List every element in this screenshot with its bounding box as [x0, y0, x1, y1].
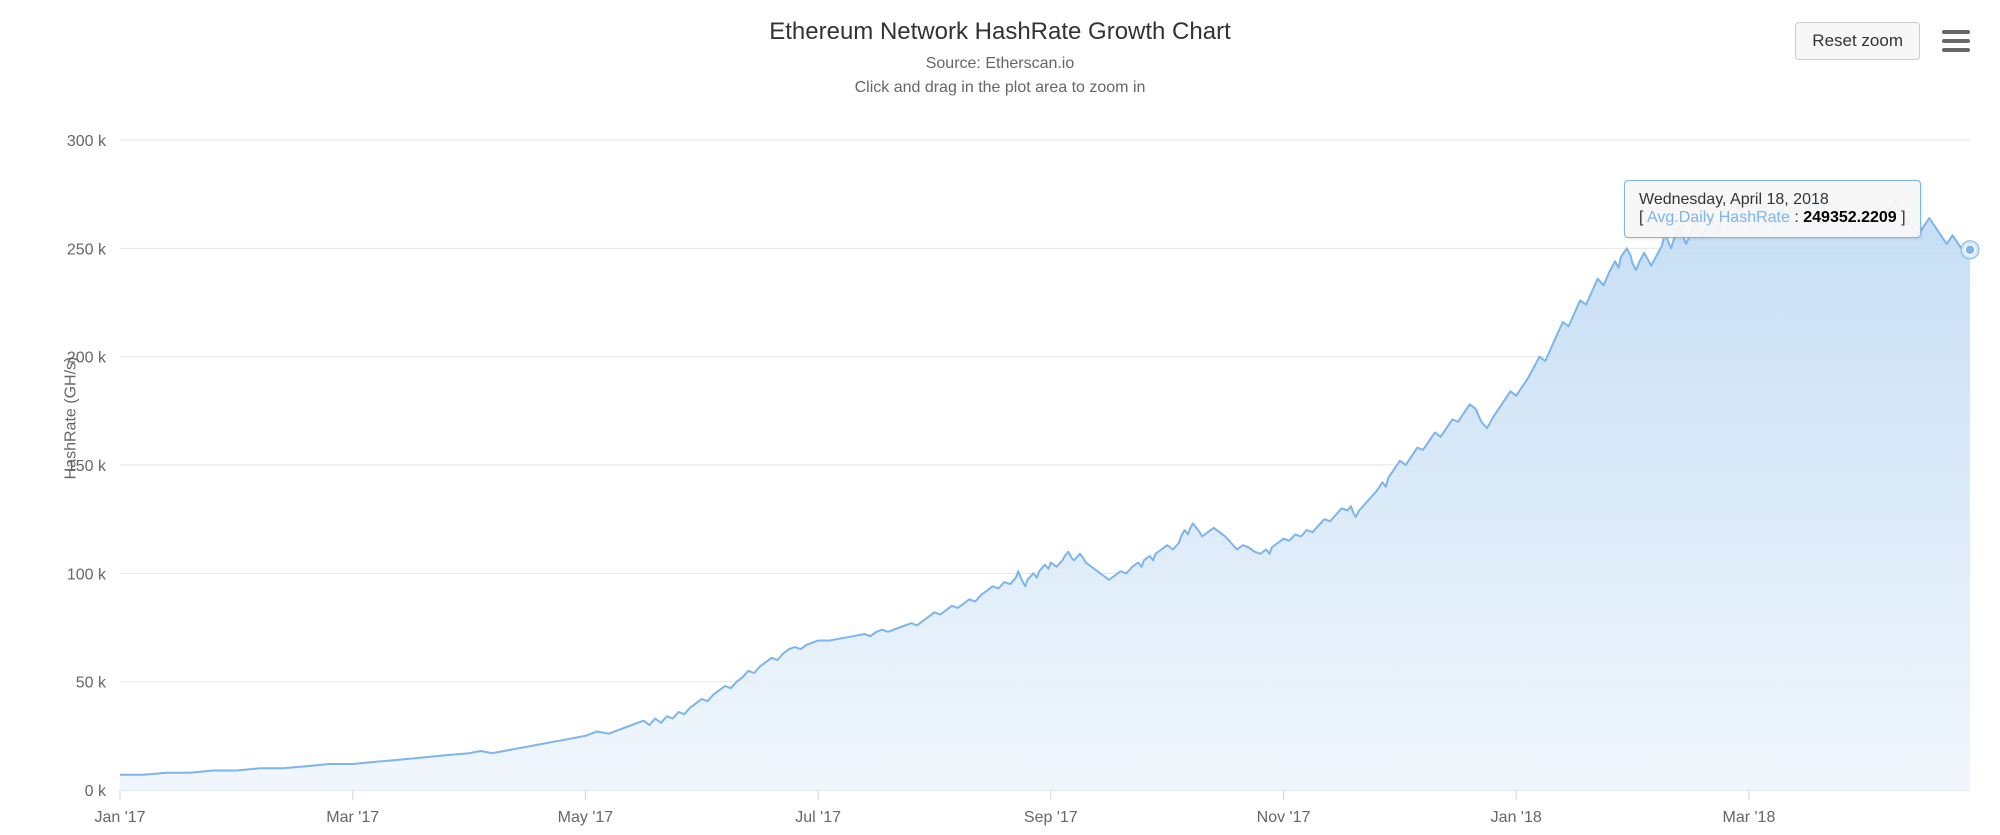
x-tick-label: Jan '17 — [94, 809, 145, 826]
chart-tooltip: Wednesday, April 18, 2018 [ Avg.Daily Ha… — [1624, 180, 1921, 238]
x-tick-label: Jul '17 — [795, 809, 841, 826]
x-tick-label: Sep '17 — [1024, 809, 1078, 826]
x-tick-label: May '17 — [558, 809, 614, 826]
x-tick-label: Nov '17 — [1257, 809, 1311, 826]
area-series-fill — [120, 201, 1970, 790]
tooltip-date: Wednesday, April 18, 2018 — [1639, 191, 1906, 209]
plot-area[interactable]: 0 k 50 k 100 k 150 k 200 k 250 k 300 k Jan '17 M… — [0, 0, 2000, 835]
y-tick-label: 200 k — [67, 350, 107, 367]
x-tick-label: Jan '18 — [1491, 809, 1542, 826]
tooltip-value: 249352.2209 — [1803, 209, 1896, 226]
y-tick-label: 250 k — [67, 241, 107, 258]
y-tick-label: 50 k — [76, 675, 107, 692]
y-tick-label: 300 k — [67, 133, 107, 150]
x-tick-label: Mar '18 — [1723, 809, 1776, 826]
y-tick-label: 0 k — [85, 783, 107, 800]
hover-marker-dot — [1965, 245, 1975, 255]
y-tick-label: 150 k — [67, 458, 107, 475]
x-tick-label: Mar '17 — [326, 809, 379, 826]
tooltip-value-line: [ Avg.Daily HashRate : 249352.2209 ] — [1639, 209, 1906, 227]
chart-container: Ethereum Network HashRate Growth Chart S… — [0, 0, 2000, 835]
tooltip-series-label: Avg.Daily HashRate — [1647, 209, 1790, 226]
y-tick-label: 100 k — [67, 566, 107, 583]
